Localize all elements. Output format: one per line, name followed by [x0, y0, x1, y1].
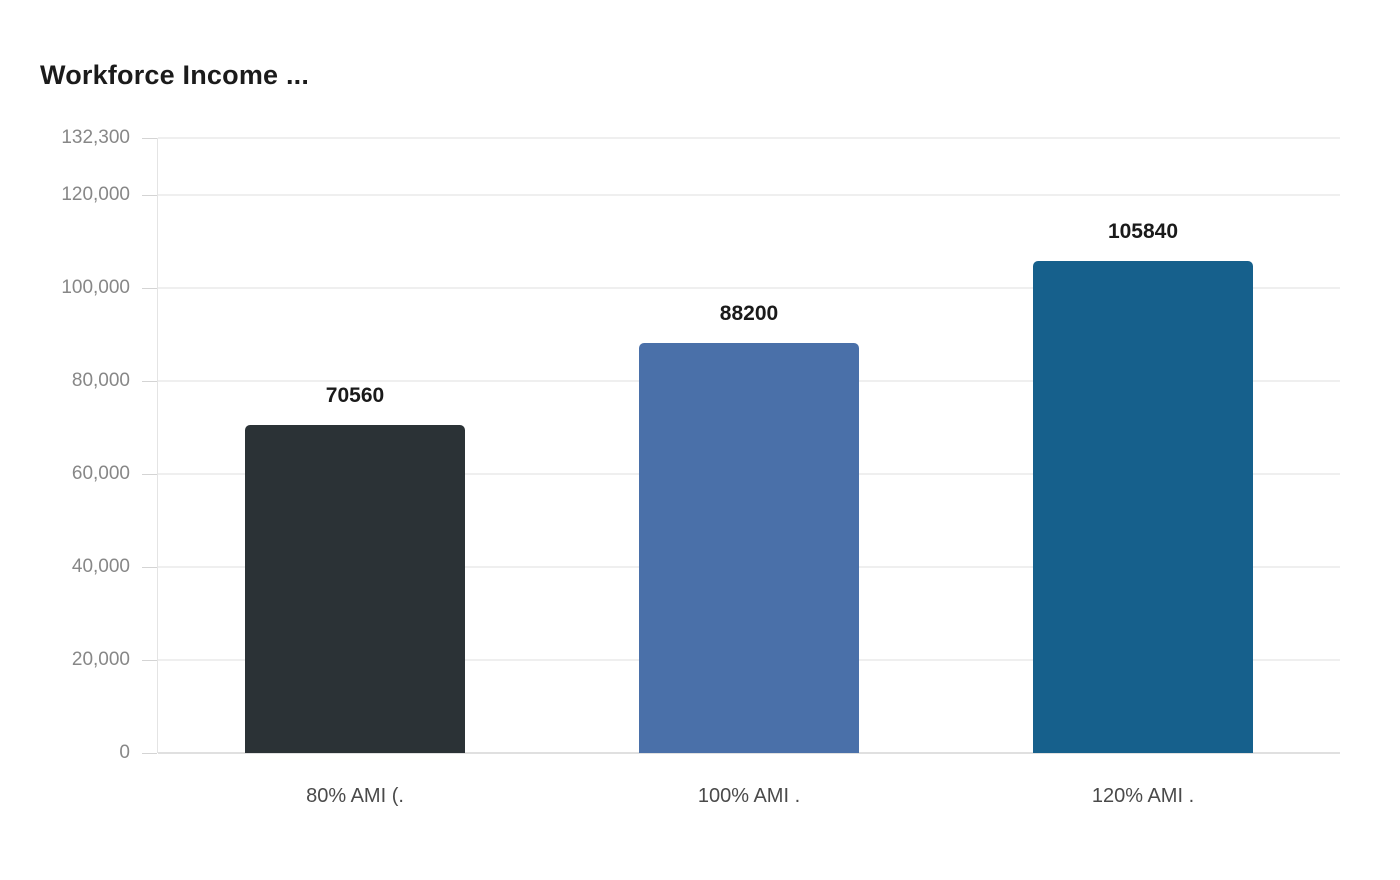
x-axis-category-label: 100% AMI .	[697, 785, 801, 807]
y-axis-tick	[142, 567, 157, 569]
y-axis-tick-label: 100,000	[61, 277, 130, 299]
y-axis-line	[157, 138, 158, 753]
bar-value-label: 105840	[1107, 220, 1179, 243]
bar-value-label: 70560	[325, 384, 385, 407]
bar-80-ami[interactable]	[245, 425, 465, 753]
bar-value-label: 88200	[719, 302, 779, 325]
gridline	[158, 752, 1340, 754]
y-axis-tick	[142, 660, 157, 662]
y-axis-tick-label: 132,300	[61, 127, 130, 148]
bar-120-ami[interactable]	[1033, 261, 1253, 753]
gridline	[158, 137, 1340, 139]
y-axis-tick-label: 60,000	[71, 463, 130, 485]
y-axis-tick	[142, 195, 157, 197]
y-axis-tick	[142, 474, 157, 476]
x-axis-category-label: 80% AMI (.	[306, 785, 404, 807]
y-axis-tick	[142, 138, 157, 139]
chart-title: Workforce Income ...	[40, 60, 310, 90]
x-axis-category-label: 120% AMI .	[1091, 785, 1195, 807]
y-axis-tick-label: 120,000	[61, 184, 130, 206]
bar-100-ami[interactable]	[639, 343, 859, 753]
y-axis-tick-label: 0	[119, 742, 130, 763]
y-axis-tick-label: 40,000	[71, 556, 130, 578]
gridline	[158, 287, 1340, 290]
y-axis-tick	[142, 288, 157, 290]
y-axis-tick-label: 20,000	[71, 649, 130, 671]
y-axis-tick	[142, 381, 157, 383]
y-axis-tick-label: 80,000	[71, 370, 130, 392]
gridline	[158, 194, 1340, 197]
y-axis-tick	[142, 753, 157, 754]
